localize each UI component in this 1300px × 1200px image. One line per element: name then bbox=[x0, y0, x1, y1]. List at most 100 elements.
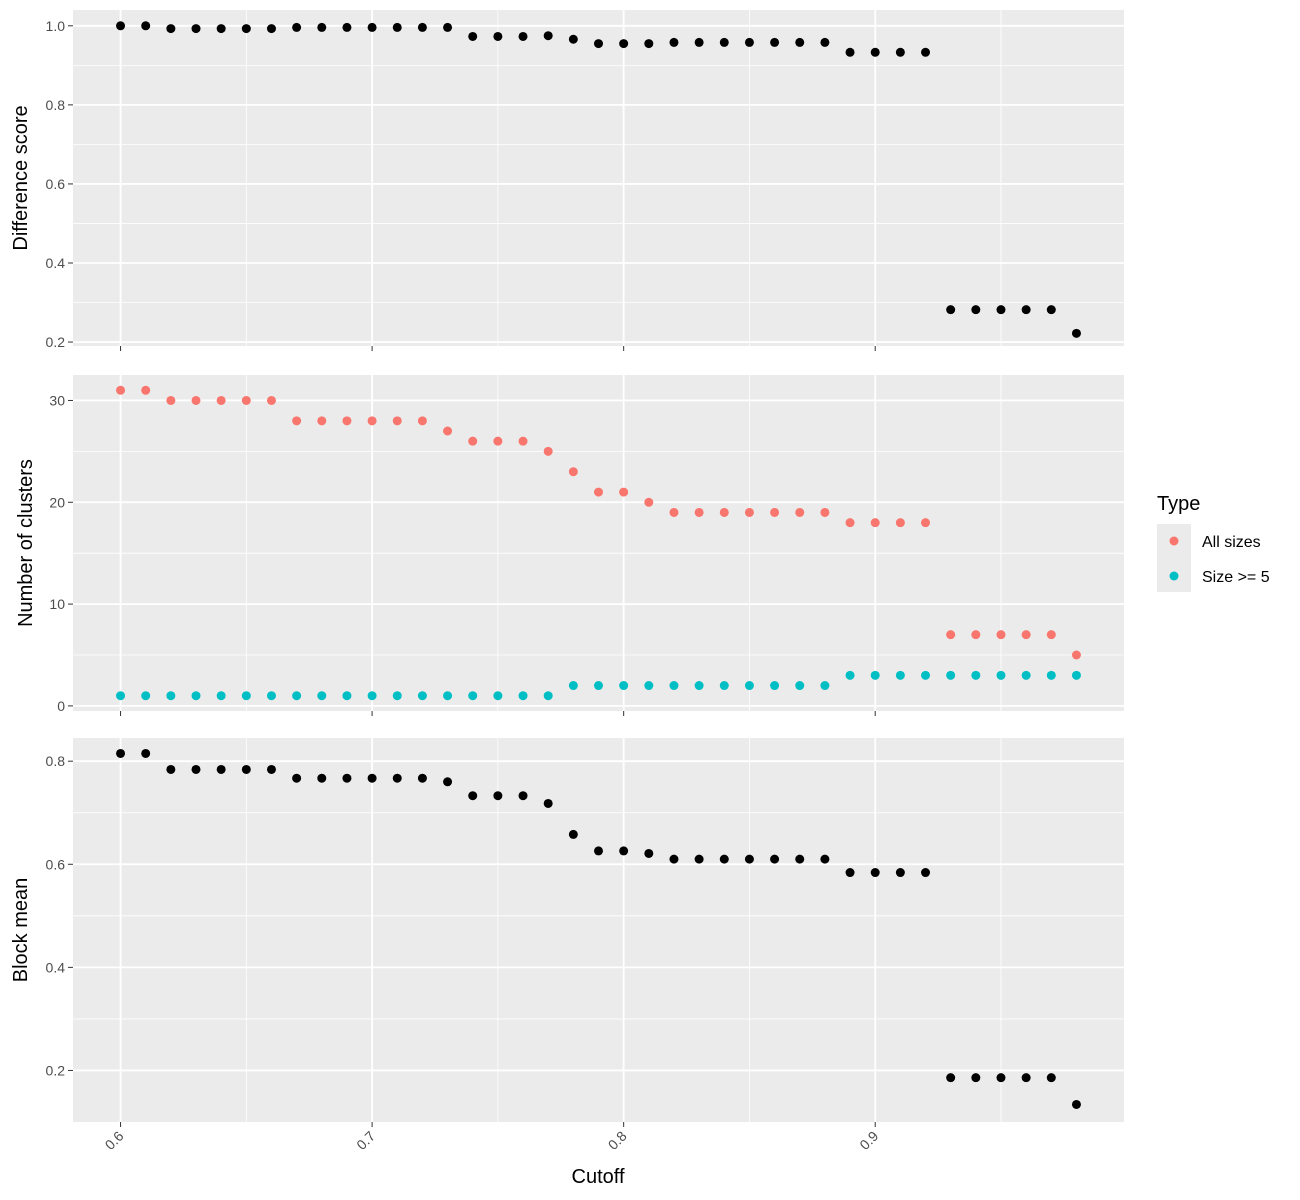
data-point-panel1-series0 bbox=[493, 436, 503, 446]
data-point-panel2-series0 bbox=[417, 773, 427, 783]
data-point-panel1-series1 bbox=[921, 670, 931, 680]
data-point-panel0-series0 bbox=[443, 22, 453, 32]
data-point-panel1-series1 bbox=[619, 681, 629, 691]
data-point-panel1-series0 bbox=[744, 507, 754, 517]
data-point-panel1-series1 bbox=[996, 670, 1006, 680]
data-point-panel2-series0 bbox=[644, 848, 654, 858]
data-point-panel2-series0 bbox=[568, 829, 578, 839]
data-point-panel2-series0 bbox=[594, 846, 603, 856]
data-point-panel1-series0 bbox=[1021, 630, 1031, 640]
data-point-panel1-series1 bbox=[468, 691, 478, 701]
data-point-panel0-series0 bbox=[166, 24, 176, 34]
data-point-panel0-series0 bbox=[820, 37, 830, 47]
y-tick-label: 30 bbox=[49, 392, 65, 408]
data-point-panel1-series0 bbox=[317, 416, 327, 426]
data-point-panel1-series1 bbox=[342, 691, 352, 701]
data-point-panel1-series0 bbox=[342, 416, 352, 426]
data-point-panel1-series1 bbox=[845, 670, 855, 680]
data-point-panel0-series0 bbox=[141, 21, 151, 31]
x-tick-label: 0.8 bbox=[605, 1128, 630, 1153]
data-point-panel2-series0 bbox=[518, 791, 528, 801]
data-point-panel2-series0 bbox=[166, 764, 176, 774]
data-point-panel1-series0 bbox=[770, 507, 780, 517]
data-point-panel1-series1 bbox=[568, 681, 578, 691]
y-tick-label: 0.6 bbox=[46, 856, 66, 872]
y-tick-label: 0 bbox=[57, 698, 65, 714]
data-point-panel1-series0 bbox=[946, 630, 956, 640]
data-point-panel2-series0 bbox=[845, 868, 855, 878]
legend-key-size-5 bbox=[1169, 571, 1179, 581]
data-point-panel1-series0 bbox=[191, 395, 201, 405]
y-tick-label: 10 bbox=[49, 596, 65, 612]
data-point-panel0-series0 bbox=[417, 22, 427, 32]
data-point-panel1-series0 bbox=[845, 518, 855, 528]
data-point-panel0-series0 bbox=[266, 24, 276, 34]
data-point-panel1-series1 bbox=[870, 670, 880, 680]
data-point-panel2-series0 bbox=[744, 854, 754, 864]
data-point-panel1-series1 bbox=[895, 670, 905, 680]
data-point-panel0-series0 bbox=[1071, 328, 1081, 338]
legend-label-all-sizes: All sizes bbox=[1202, 534, 1261, 551]
y-axis-title-difference-score: Difference score bbox=[10, 105, 32, 250]
legend-key-all-sizes bbox=[1169, 536, 1179, 546]
y-axis-title-block-mean: Block mean bbox=[10, 878, 32, 983]
data-point-panel2-series0 bbox=[770, 854, 780, 864]
data-point-panel1-series0 bbox=[820, 507, 830, 517]
data-point-panel0-series0 bbox=[543, 31, 553, 41]
data-point-panel2-series0 bbox=[468, 791, 478, 801]
data-point-panel0-series0 bbox=[996, 305, 1006, 315]
data-point-panel1-series0 bbox=[116, 385, 126, 395]
data-point-panel0-series0 bbox=[744, 37, 754, 47]
data-point-panel1-series1 bbox=[543, 691, 553, 701]
data-point-panel2-series0 bbox=[317, 773, 327, 783]
data-point-panel1-series0 bbox=[921, 518, 931, 528]
panel-backgrounds bbox=[73, 10, 1124, 1122]
data-point-panel2-series0 bbox=[116, 748, 126, 758]
data-point-panel0-series0 bbox=[518, 31, 528, 41]
x-tick-label: 0.7 bbox=[353, 1128, 378, 1153]
data-point-panel1-series1 bbox=[266, 691, 276, 701]
data-point-panel1-series0 bbox=[543, 446, 553, 456]
data-point-panel1-series1 bbox=[518, 691, 528, 701]
data-point-panel1-series1 bbox=[694, 681, 704, 691]
legend-label-size-5: Size >= 5 bbox=[1202, 569, 1270, 586]
data-point-panel1-series1 bbox=[292, 691, 302, 701]
data-point-panel0-series0 bbox=[116, 21, 126, 31]
data-point-panel1-series0 bbox=[568, 467, 578, 477]
data-point-panel0-series0 bbox=[644, 39, 654, 49]
data-point-panel1-series0 bbox=[443, 426, 453, 436]
data-point-panel1-series1 bbox=[971, 670, 981, 680]
data-point-panel1-series0 bbox=[241, 395, 251, 405]
data-point-panel1-series0 bbox=[216, 395, 226, 405]
data-point-panel2-series0 bbox=[820, 854, 830, 864]
data-point-panel0-series0 bbox=[367, 22, 377, 32]
data-point-panel1-series0 bbox=[166, 395, 176, 405]
data-point-panel2-series0 bbox=[392, 773, 402, 783]
data-point-panel2-series0 bbox=[946, 1073, 956, 1083]
data-point-panel0-series0 bbox=[568, 34, 578, 44]
data-point-panel1-series0 bbox=[996, 630, 1006, 640]
data-point-panel1-series1 bbox=[166, 691, 176, 701]
data-point-panel0-series0 bbox=[1021, 305, 1031, 315]
data-point-panel2-series0 bbox=[921, 868, 931, 878]
data-point-panel2-series0 bbox=[795, 854, 805, 864]
data-point-panel0-series0 bbox=[493, 31, 503, 41]
y-tick-label: 0.4 bbox=[46, 959, 66, 975]
data-point-panel1-series1 bbox=[191, 691, 201, 701]
data-point-panel0-series0 bbox=[795, 37, 805, 47]
data-point-panel1-series1 bbox=[669, 681, 679, 691]
data-point-panel2-series0 bbox=[895, 868, 905, 878]
data-point-panel0-series0 bbox=[694, 37, 704, 47]
data-point-panel0-series0 bbox=[921, 47, 931, 57]
data-point-panel1-series0 bbox=[971, 630, 981, 640]
data-point-panel0-series0 bbox=[971, 305, 981, 315]
y-axis-title-number-of-clusters: Number of clusters bbox=[15, 459, 37, 627]
data-point-panel1-series1 bbox=[820, 681, 830, 691]
data-point-panel1-series0 bbox=[367, 416, 377, 426]
data-point-panel0-series0 bbox=[191, 24, 201, 34]
data-point-panel1-series1 bbox=[1071, 670, 1081, 680]
data-point-panel2-series0 bbox=[1071, 1099, 1081, 1109]
data-point-panel2-series0 bbox=[543, 798, 553, 808]
x-axis-title: Cutoff bbox=[572, 1166, 625, 1188]
